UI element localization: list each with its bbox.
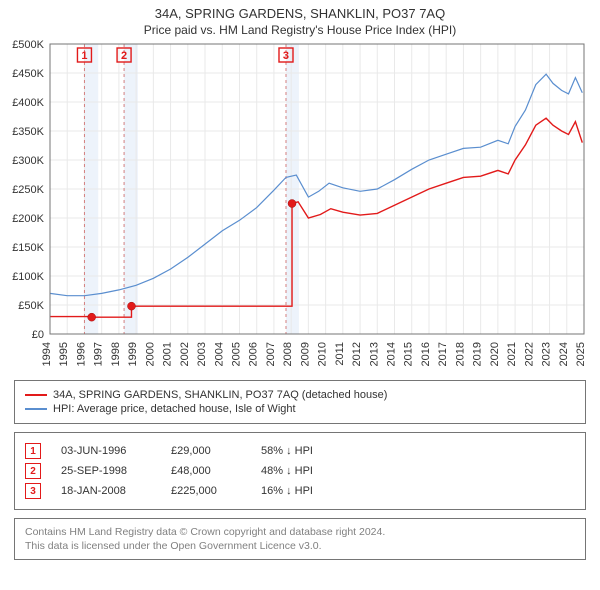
svg-text:2011: 2011: [334, 342, 346, 366]
credits-line: This data is licensed under the Open Gov…: [25, 539, 575, 553]
svg-text:£250K: £250K: [12, 184, 44, 196]
svg-text:£300K: £300K: [12, 155, 44, 167]
svg-text:2005: 2005: [230, 342, 242, 366]
svg-text:1995: 1995: [58, 342, 70, 366]
svg-text:2015: 2015: [403, 342, 415, 366]
legend-item: 34A, SPRING GARDENS, SHANKLIN, PO37 7AQ …: [25, 389, 575, 401]
svg-text:1: 1: [81, 50, 87, 62]
svg-text:2: 2: [121, 50, 127, 62]
svg-text:1998: 1998: [110, 342, 122, 366]
svg-text:2002: 2002: [179, 342, 191, 366]
svg-text:2025: 2025: [575, 342, 587, 366]
svg-text:2024: 2024: [558, 342, 570, 366]
svg-text:2023: 2023: [541, 342, 553, 366]
credits: Contains HM Land Registry data © Crown c…: [14, 518, 586, 560]
figure-container: 34A, SPRING GARDENS, SHANKLIN, PO37 7AQ …: [0, 0, 600, 590]
svg-text:2022: 2022: [523, 342, 535, 366]
transaction-row: 1 03-JUN-1996 £29,000 58% ↓ HPI: [25, 443, 575, 459]
svg-text:2020: 2020: [489, 342, 501, 366]
txn-delta: 58% ↓ HPI: [261, 445, 313, 457]
txn-date: 25-SEP-1998: [61, 465, 151, 477]
txn-price: £48,000: [171, 465, 241, 477]
svg-text:2007: 2007: [265, 342, 277, 366]
svg-text:2001: 2001: [162, 342, 174, 366]
legend-swatch: [25, 408, 47, 410]
txn-price: £29,000: [171, 445, 241, 457]
svg-text:2010: 2010: [317, 342, 329, 366]
legend: 34A, SPRING GARDENS, SHANKLIN, PO37 7AQ …: [14, 380, 586, 424]
svg-text:2004: 2004: [213, 342, 225, 366]
svg-text:£200K: £200K: [12, 213, 44, 225]
txn-date: 18-JAN-2008: [61, 485, 151, 497]
svg-text:2016: 2016: [420, 342, 432, 366]
txn-delta: 16% ↓ HPI: [261, 485, 313, 497]
svg-text:1994: 1994: [41, 342, 53, 366]
marker-box: 2: [25, 463, 41, 479]
svg-text:2018: 2018: [454, 342, 466, 366]
svg-text:£350K: £350K: [12, 126, 44, 138]
transaction-row: 2 25-SEP-1998 £48,000 48% ↓ HPI: [25, 463, 575, 479]
transactions-table: 1 03-JUN-1996 £29,000 58% ↓ HPI 2 25-SEP-1998…: [14, 432, 586, 510]
svg-text:1996: 1996: [75, 342, 87, 366]
chart-plot: £0 £50K £100K £150K £200K £250K £300K £350K £400…: [0, 0, 600, 380]
svg-text:2006: 2006: [248, 342, 260, 366]
svg-text:2021: 2021: [506, 342, 518, 366]
marker-box: 1: [25, 443, 41, 459]
svg-text:2014: 2014: [386, 342, 398, 366]
txn-price: £225,000: [171, 485, 241, 497]
svg-text:2019: 2019: [472, 342, 484, 366]
svg-text:£150K: £150K: [12, 242, 44, 254]
svg-text:£50K: £50K: [18, 300, 44, 312]
svg-text:2009: 2009: [299, 342, 311, 366]
svg-text:£100K: £100K: [12, 271, 44, 283]
txn-date: 03-JUN-1996: [61, 445, 151, 457]
svg-text:£500K: £500K: [12, 39, 44, 51]
svg-text:£400K: £400K: [12, 97, 44, 109]
svg-text:1997: 1997: [93, 342, 105, 366]
svg-text:1999: 1999: [127, 342, 139, 366]
legend-item: HPI: Average price, detached house, Isle…: [25, 403, 575, 415]
transaction-row: 3 18-JAN-2008 £225,000 16% ↓ HPI: [25, 483, 575, 499]
svg-text:£0: £0: [32, 329, 44, 341]
legend-label: 34A, SPRING GARDENS, SHANKLIN, PO37 7AQ …: [53, 389, 387, 401]
svg-text:2003: 2003: [196, 342, 208, 366]
svg-text:2012: 2012: [351, 342, 363, 366]
credits-line: Contains HM Land Registry data © Crown c…: [25, 525, 575, 539]
legend-label: HPI: Average price, detached house, Isle…: [53, 403, 296, 415]
txn-delta: 48% ↓ HPI: [261, 465, 313, 477]
svg-text:£450K: £450K: [12, 68, 44, 80]
legend-swatch: [25, 394, 47, 396]
svg-text:2008: 2008: [282, 342, 294, 366]
svg-text:2013: 2013: [368, 342, 380, 366]
svg-text:3: 3: [283, 50, 289, 62]
svg-text:2000: 2000: [144, 342, 156, 366]
svg-text:2017: 2017: [437, 342, 449, 366]
marker-box: 3: [25, 483, 41, 499]
